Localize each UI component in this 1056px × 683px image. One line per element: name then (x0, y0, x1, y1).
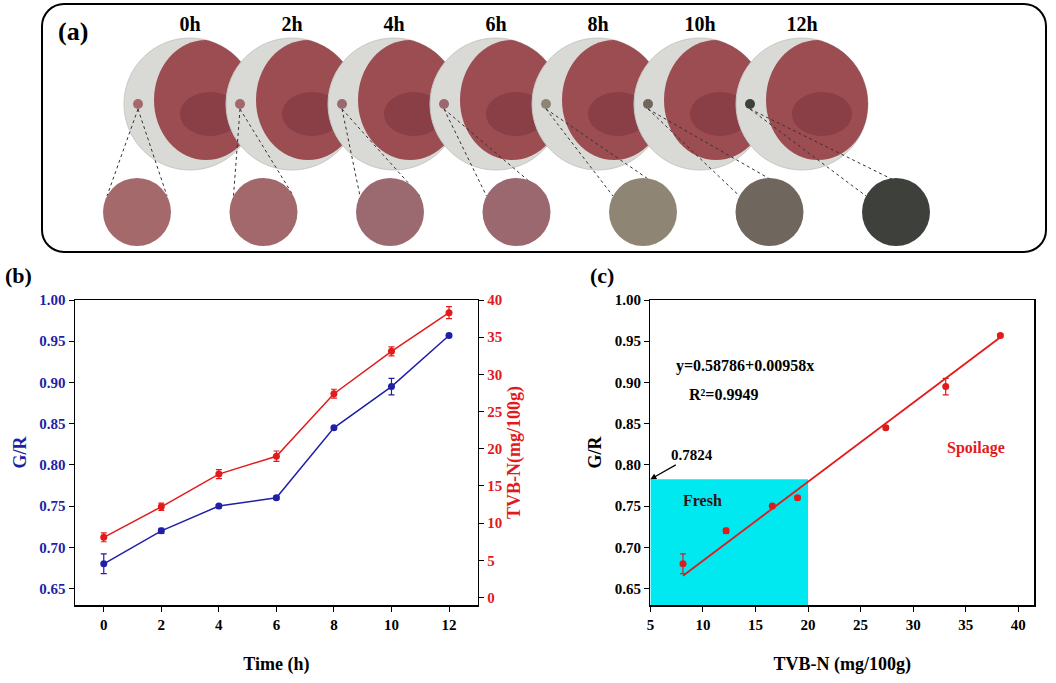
svg-text:30: 30 (487, 367, 502, 383)
svg-text:G/R: G/R (10, 436, 30, 469)
svg-text:0.70: 0.70 (615, 540, 641, 556)
svg-text:1.00: 1.00 (39, 292, 65, 308)
svg-text:5: 5 (487, 553, 495, 569)
svg-text:0: 0 (100, 617, 108, 633)
svg-text:0.95: 0.95 (615, 333, 641, 349)
svg-text:0.80: 0.80 (39, 457, 65, 473)
svg-text:20: 20 (487, 441, 502, 457)
svg-text:0.90: 0.90 (39, 375, 65, 391)
svg-text:2h: 2h (281, 13, 302, 35)
svg-text:10: 10 (384, 617, 399, 633)
svg-text:10: 10 (487, 515, 502, 531)
svg-text:40: 40 (1011, 617, 1026, 633)
svg-text:0.75: 0.75 (615, 498, 641, 514)
svg-text:(c): (c) (590, 263, 614, 288)
svg-text:35: 35 (487, 329, 502, 345)
svg-text:0.65: 0.65 (615, 581, 641, 597)
svg-text:10h: 10h (684, 13, 715, 35)
svg-text:8: 8 (330, 617, 338, 633)
svg-text:Spoilage: Spoilage (947, 439, 1005, 457)
svg-text:TVB-N(mg/100g): TVB-N(mg/100g) (504, 386, 525, 519)
svg-text:15: 15 (748, 617, 763, 633)
svg-text:10: 10 (695, 617, 710, 633)
svg-text:0.85: 0.85 (615, 416, 641, 432)
svg-text:40: 40 (487, 292, 502, 308)
svg-text:(b): (b) (5, 263, 32, 288)
svg-text:0.75: 0.75 (39, 498, 65, 514)
svg-text:0.65: 0.65 (39, 581, 65, 597)
svg-text:Fresh: Fresh (683, 492, 722, 509)
svg-text:6: 6 (273, 617, 281, 633)
svg-text:2: 2 (158, 617, 166, 633)
svg-text:15: 15 (487, 478, 502, 494)
svg-text:4: 4 (215, 617, 223, 633)
svg-text:5: 5 (647, 617, 655, 633)
svg-text:25: 25 (853, 617, 868, 633)
svg-text:0.90: 0.90 (615, 375, 641, 391)
svg-text:Time (h): Time (h) (243, 654, 309, 675)
svg-text:35: 35 (958, 617, 973, 633)
svg-text:G/R: G/R (585, 436, 605, 469)
svg-text:1.00: 1.00 (615, 292, 641, 308)
svg-text:30: 30 (906, 617, 921, 633)
svg-text:0: 0 (487, 590, 495, 606)
svg-text:(a): (a) (58, 17, 88, 46)
svg-text:0.85: 0.85 (39, 416, 65, 432)
svg-text:0.7824: 0.7824 (671, 447, 713, 463)
svg-text:20: 20 (801, 617, 816, 633)
svg-text:0.95: 0.95 (39, 333, 65, 349)
svg-text:6h: 6h (485, 13, 506, 35)
svg-text:0.80: 0.80 (615, 457, 641, 473)
svg-text:25: 25 (487, 404, 502, 420)
svg-text:0h: 0h (179, 13, 200, 35)
svg-text:12: 12 (442, 617, 457, 633)
svg-text:4h: 4h (383, 13, 404, 35)
svg-text:y=0.58786+0.00958x: y=0.58786+0.00958x (676, 357, 814, 375)
svg-text:0.70: 0.70 (39, 540, 65, 556)
svg-text:TVB-N (mg/100g): TVB-N (mg/100g) (773, 654, 911, 675)
svg-text:R²=0.9949: R²=0.9949 (689, 386, 758, 403)
svg-text:12h: 12h (786, 13, 817, 35)
svg-text:8h: 8h (587, 13, 608, 35)
